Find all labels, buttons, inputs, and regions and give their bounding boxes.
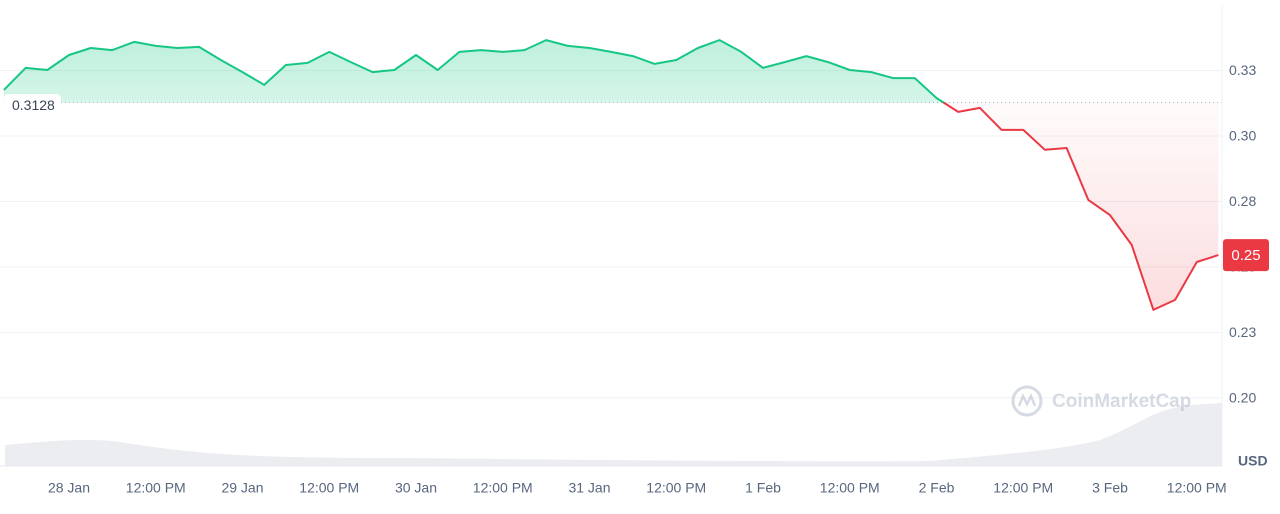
price-line: [3, 39, 1219, 311]
x-tick-label: 12:00 PM: [126, 480, 186, 496]
y-tick-label: 0.20: [1229, 390, 1256, 406]
baseline-label: 0.3128: [12, 97, 55, 113]
x-tick-label: 12:00 PM: [993, 480, 1053, 496]
current-price-box: [1223, 239, 1269, 272]
volume-area: [5, 403, 1222, 466]
x-tick-label: 29 Jan: [221, 480, 263, 496]
x-tick-label: 12:00 PM: [1167, 480, 1227, 496]
x-tick-label: 12:00 PM: [820, 480, 880, 496]
x-tick-label: 12:00 PM: [473, 480, 533, 496]
unit-label: USD: [1238, 453, 1268, 469]
watermark-text: CoinMarketCap: [1052, 391, 1191, 412]
x-tick-label: 12:00 PM: [299, 480, 359, 496]
watermark: CoinMarketCap: [1011, 385, 1191, 417]
baseline-label-bg: [4, 94, 62, 117]
x-tick-label: 2 Feb: [919, 480, 955, 496]
y-tick-label: 0.23: [1229, 324, 1256, 340]
y-tick-label: 0.30: [1229, 128, 1256, 144]
x-tick-label: 3 Feb: [1092, 480, 1128, 496]
x-tick-label: 30 Jan: [395, 480, 437, 496]
price-area: [3, 40, 1219, 310]
x-tick-label: 12:00 PM: [646, 480, 706, 496]
current-price-label: 0.25: [1231, 247, 1260, 264]
x-tick-label: 1 Feb: [745, 480, 781, 496]
y-tick-label: 0.28: [1229, 193, 1256, 209]
y-tick-label: 0.33: [1229, 62, 1256, 78]
x-tick-label: 28 Jan: [48, 480, 90, 496]
x-tick-label: 31 Jan: [568, 480, 610, 496]
